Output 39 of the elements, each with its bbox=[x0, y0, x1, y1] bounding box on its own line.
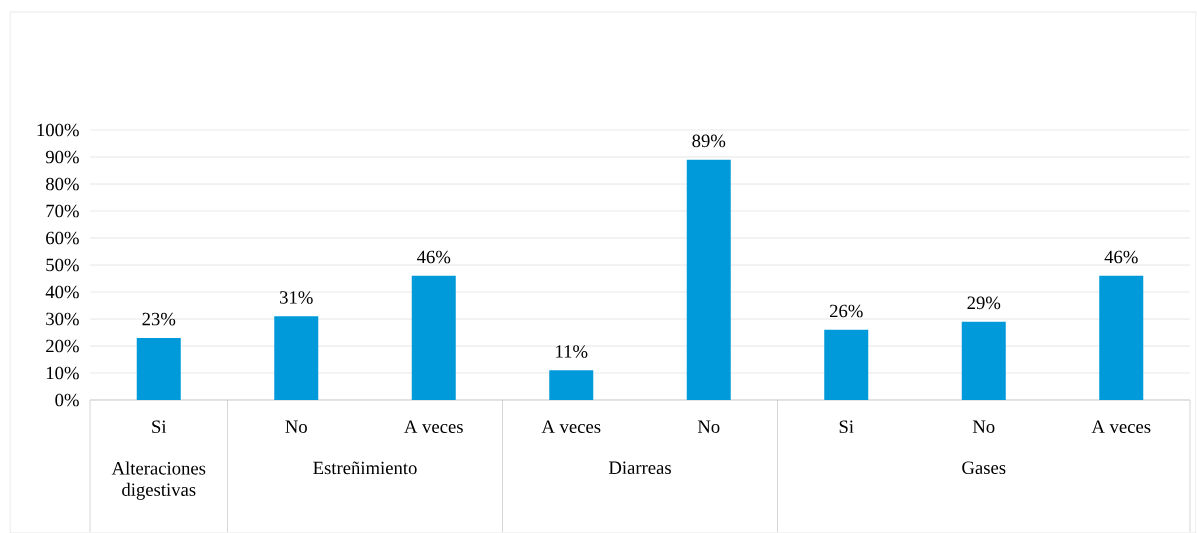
y-tick-label: 70% bbox=[46, 204, 79, 218]
bar bbox=[824, 329, 869, 400]
y-tick-label: 60% bbox=[46, 231, 79, 245]
data-label: 26% bbox=[829, 304, 863, 318]
data-label: 11% bbox=[556, 345, 588, 358]
y-tick-label: 30% bbox=[46, 312, 79, 326]
text: Estreñimiento bbox=[313, 461, 417, 475]
data-label: 46% bbox=[1104, 250, 1138, 264]
bar bbox=[549, 370, 594, 400]
bar bbox=[1099, 275, 1144, 400]
bar bbox=[686, 159, 731, 400]
x-tick-label: No bbox=[285, 420, 307, 433]
x-tick-label: A veces bbox=[541, 420, 601, 433]
y-tick-label: 40% bbox=[45, 285, 79, 299]
bar bbox=[411, 275, 456, 400]
data-label: 31% bbox=[280, 291, 313, 304]
x-tick-label: Si bbox=[839, 420, 854, 433]
x-tick-label: No bbox=[972, 420, 995, 433]
x-tick-label: A veces bbox=[404, 420, 463, 433]
y-tick-label: 80% bbox=[46, 177, 79, 191]
bar bbox=[274, 316, 319, 400]
data-label: 23% bbox=[142, 312, 176, 326]
y-tick-label: 100% bbox=[37, 123, 79, 137]
bar bbox=[961, 321, 1006, 400]
y-tick-label: 10% bbox=[46, 366, 79, 380]
data-label: 29% bbox=[967, 296, 1001, 310]
y-tick-label: 90% bbox=[45, 150, 79, 164]
x-tick-label: No bbox=[697, 420, 720, 433]
data-label: 89% bbox=[692, 134, 726, 148]
y-tick-label: 50% bbox=[46, 258, 79, 272]
text: Diarreas bbox=[608, 461, 671, 474]
x-tick-label: A veces bbox=[1091, 420, 1151, 433]
x-tick-label: Si bbox=[152, 420, 167, 433]
data-label: 46% bbox=[417, 250, 451, 264]
y-tick-label: 20% bbox=[46, 339, 79, 353]
bar bbox=[136, 337, 181, 400]
text: Alteraciones digestivas bbox=[111, 461, 206, 500]
text: Gases bbox=[962, 461, 1006, 474]
y-tick-label: 0% bbox=[55, 393, 79, 407]
